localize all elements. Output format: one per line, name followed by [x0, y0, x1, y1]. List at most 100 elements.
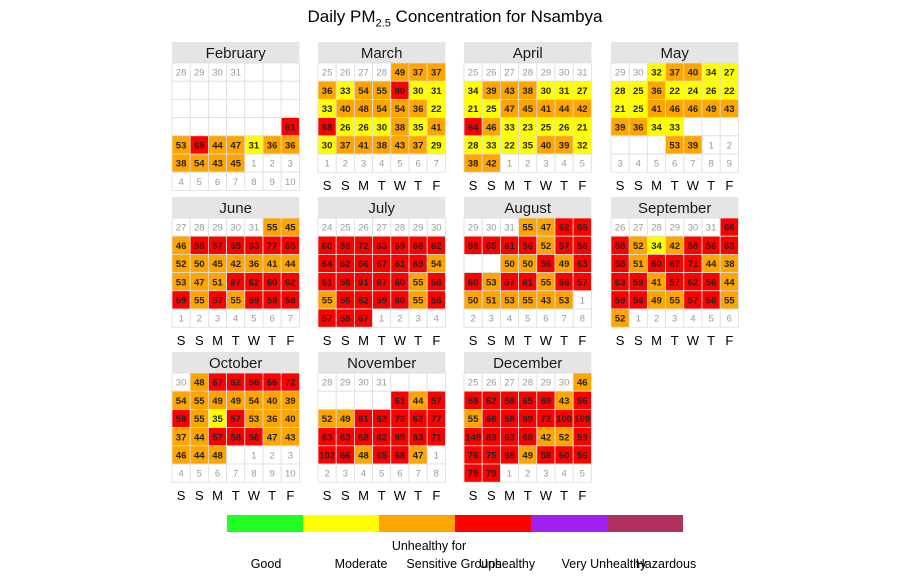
day-value: 25 — [468, 378, 479, 389]
weekday-label: T — [560, 333, 568, 348]
legend-label: Moderate — [335, 557, 388, 571]
day-value: 45 — [522, 104, 533, 115]
day-value: 65 — [285, 241, 296, 252]
day-value: 72 — [395, 414, 406, 425]
legend-swatch — [227, 515, 303, 532]
day-value: 60 — [468, 277, 479, 288]
day-value: 67 — [358, 314, 369, 325]
day-value: 59 — [615, 296, 626, 307]
day-value: 30 — [212, 68, 223, 79]
weekday-label: F — [286, 488, 294, 503]
day-value: 55 — [267, 223, 278, 234]
day-value: 5 — [708, 314, 713, 325]
month-label: October — [209, 355, 262, 372]
day-value: 53 — [249, 414, 260, 425]
day-value: 52 — [176, 259, 187, 270]
day-value: 80 — [395, 86, 406, 97]
day-value: 72 — [541, 414, 552, 425]
day-value: 34 — [468, 86, 479, 97]
day-value: 55 — [468, 414, 479, 425]
day-value: 5 — [525, 314, 530, 325]
weekday-label: T — [560, 488, 568, 503]
day-value: 72 — [285, 378, 296, 389]
day-value: 47 — [541, 223, 552, 234]
weekday-label: M — [358, 333, 369, 348]
day-value: 31 — [431, 86, 442, 97]
day-value: 109 — [574, 414, 590, 425]
day-value: 76 — [468, 451, 479, 462]
day-value: 27 — [358, 68, 369, 79]
weekday-label: W — [248, 488, 261, 503]
day-value: 7 — [415, 469, 420, 480]
day-value: 71 — [688, 259, 699, 270]
day-value: 23 — [522, 122, 533, 133]
day-value: 36 — [633, 122, 644, 133]
day-value: 29 — [431, 141, 442, 152]
day-value: 59 — [633, 277, 644, 288]
day-value: 53 — [176, 277, 187, 288]
month-header — [172, 42, 300, 63]
day-value: 28 — [468, 141, 479, 152]
day-value: 62 — [431, 241, 442, 252]
day-value: 22 — [504, 141, 515, 152]
day-value: 56 — [706, 241, 717, 252]
weekday-label: S — [195, 333, 204, 348]
day-value: 38 — [468, 159, 479, 170]
day-value: 4 — [233, 314, 238, 325]
weekday-label: S — [469, 333, 478, 348]
weekday-label: T — [268, 488, 276, 503]
day-value: 5 — [379, 469, 384, 480]
weekday-label: S — [195, 488, 204, 503]
day-value: 57 — [688, 296, 699, 307]
day-value: 29 — [340, 378, 351, 389]
day-value: 46 — [486, 122, 497, 133]
day-value: 3 — [361, 159, 366, 170]
day-value: 79 — [468, 469, 479, 480]
day-value: 42 — [486, 159, 497, 170]
filler-day-cell — [572, 308, 592, 328]
day-value: 57 — [559, 241, 570, 252]
day-value: 56 — [431, 277, 442, 288]
day-value: 55 — [669, 296, 680, 307]
day-value: 4 — [178, 177, 183, 188]
day-value: 30 — [230, 223, 241, 234]
day-value: 58 — [615, 241, 626, 252]
day-value: 28 — [522, 378, 533, 389]
day-value: 3 — [489, 314, 494, 325]
day-value: 52 — [322, 414, 333, 425]
day-value: 58 — [176, 414, 187, 425]
day-value: 39 — [615, 122, 626, 133]
weekday-label: W — [248, 333, 261, 348]
day-value: 63 — [249, 241, 260, 252]
weekday-label: W — [394, 178, 407, 193]
day-value: 2 — [525, 159, 530, 170]
weekday-label: T — [707, 178, 715, 193]
day-value: 55 — [194, 296, 205, 307]
day-value: 57 — [577, 277, 588, 288]
weekday-label: F — [286, 333, 294, 348]
day-value: 31 — [504, 223, 515, 234]
day-value: 29 — [468, 223, 479, 234]
day-value: 56 — [249, 432, 260, 443]
day-value: 6 — [543, 314, 548, 325]
day-value: 63 — [615, 277, 626, 288]
month-label: November — [347, 355, 416, 372]
filler-day-cell — [572, 153, 592, 173]
day-value: 64 — [322, 259, 333, 270]
day-value: 29 — [194, 68, 205, 79]
day-value: 55 — [194, 396, 205, 407]
day-value: 102 — [319, 451, 335, 462]
day-value: 50 — [504, 259, 515, 270]
day-value: 46 — [176, 451, 187, 462]
day-value: 63 — [340, 432, 351, 443]
day-value: 36 — [651, 86, 662, 97]
day-value: 59 — [577, 432, 588, 443]
day-value: 59 — [340, 241, 351, 252]
day-value: 29 — [669, 223, 680, 234]
day-value: 25 — [633, 86, 644, 97]
weekday-label: S — [341, 488, 350, 503]
day-value: 47 — [194, 277, 205, 288]
day-value: 40 — [285, 414, 296, 425]
day-value: 26 — [486, 68, 497, 79]
